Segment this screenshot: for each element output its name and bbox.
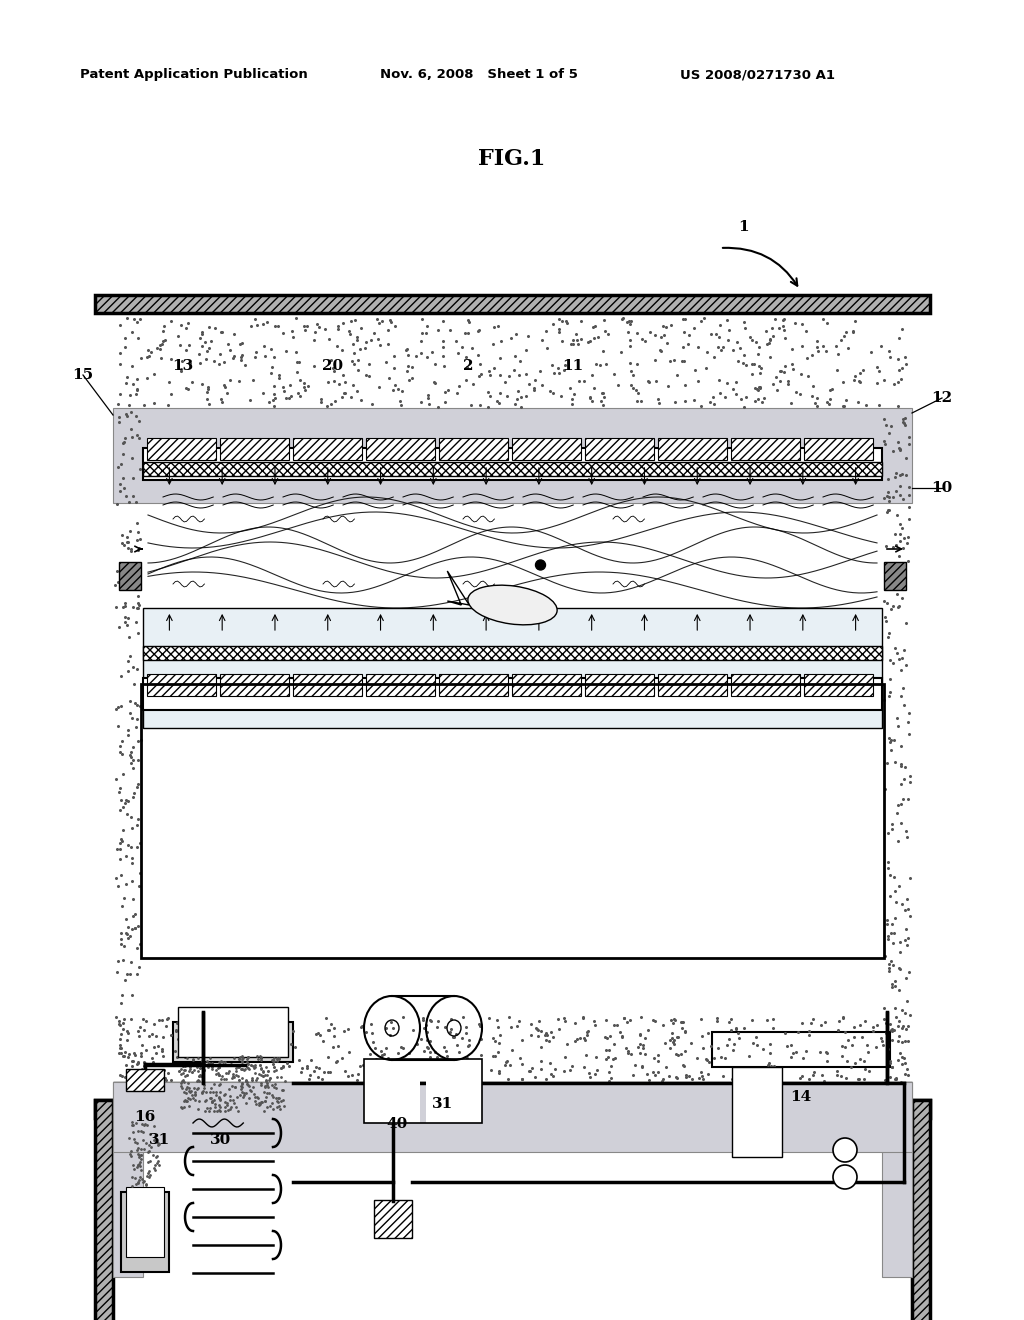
- Text: 15: 15: [73, 368, 93, 381]
- Bar: [439, 675, 508, 696]
- Bar: [113, 1082, 912, 1152]
- Bar: [585, 675, 654, 696]
- Bar: [178, 1007, 288, 1057]
- Bar: [113, 408, 912, 503]
- Circle shape: [833, 1138, 857, 1162]
- Text: 10: 10: [932, 480, 952, 495]
- Bar: [712, 1032, 890, 1067]
- Bar: [113, 1100, 912, 1320]
- Bar: [95, 1100, 930, 1118]
- Bar: [585, 438, 654, 459]
- Text: 12: 12: [932, 391, 952, 405]
- Bar: [147, 438, 216, 459]
- Bar: [884, 562, 906, 590]
- Bar: [426, 1059, 482, 1123]
- Text: FIG.1: FIG.1: [478, 148, 546, 170]
- Bar: [143, 447, 882, 480]
- Text: 16: 16: [134, 1110, 156, 1125]
- Bar: [804, 675, 873, 696]
- Bar: [658, 438, 727, 459]
- Text: 31: 31: [432, 1097, 454, 1111]
- Bar: [804, 438, 873, 459]
- Bar: [121, 1192, 169, 1272]
- Bar: [126, 1069, 164, 1092]
- Text: 2: 2: [463, 359, 473, 374]
- Text: 13: 13: [172, 359, 194, 374]
- Bar: [173, 1022, 293, 1063]
- Text: US 2008/0271730 A1: US 2008/0271730 A1: [680, 69, 835, 81]
- Bar: [912, 1100, 930, 1320]
- Bar: [293, 675, 362, 696]
- Bar: [364, 1059, 420, 1123]
- Bar: [658, 675, 727, 696]
- Text: Nov. 6, 2008   Sheet 1 of 5: Nov. 6, 2008 Sheet 1 of 5: [380, 69, 578, 81]
- Bar: [512, 675, 581, 696]
- Bar: [95, 294, 930, 313]
- Bar: [143, 609, 882, 729]
- Text: Patent Application Publication: Patent Application Publication: [80, 69, 308, 81]
- Bar: [220, 438, 289, 459]
- Bar: [374, 1200, 412, 1238]
- Bar: [143, 462, 882, 477]
- Bar: [147, 675, 216, 696]
- Bar: [95, 1100, 113, 1320]
- Circle shape: [536, 560, 546, 570]
- Bar: [512, 438, 581, 459]
- Text: 11: 11: [562, 359, 584, 374]
- Bar: [126, 1187, 164, 1257]
- Text: 40: 40: [386, 1117, 408, 1131]
- Bar: [293, 438, 362, 459]
- Bar: [113, 1082, 143, 1276]
- Bar: [364, 1059, 482, 1123]
- Bar: [143, 678, 882, 710]
- Bar: [220, 675, 289, 696]
- Bar: [366, 438, 435, 459]
- Bar: [439, 438, 508, 459]
- Bar: [366, 675, 435, 696]
- Text: 31: 31: [150, 1133, 171, 1147]
- Ellipse shape: [468, 585, 557, 624]
- Bar: [143, 645, 882, 660]
- Bar: [119, 562, 141, 590]
- Bar: [141, 684, 884, 958]
- Text: 1: 1: [738, 220, 749, 234]
- Bar: [882, 1082, 912, 1276]
- Text: 20: 20: [323, 359, 344, 374]
- Text: 14: 14: [791, 1090, 812, 1104]
- Text: 30: 30: [210, 1133, 231, 1147]
- Circle shape: [833, 1166, 857, 1189]
- Bar: [731, 675, 800, 696]
- FancyArrowPatch shape: [723, 248, 798, 285]
- Bar: [731, 438, 800, 459]
- Bar: [732, 1067, 782, 1158]
